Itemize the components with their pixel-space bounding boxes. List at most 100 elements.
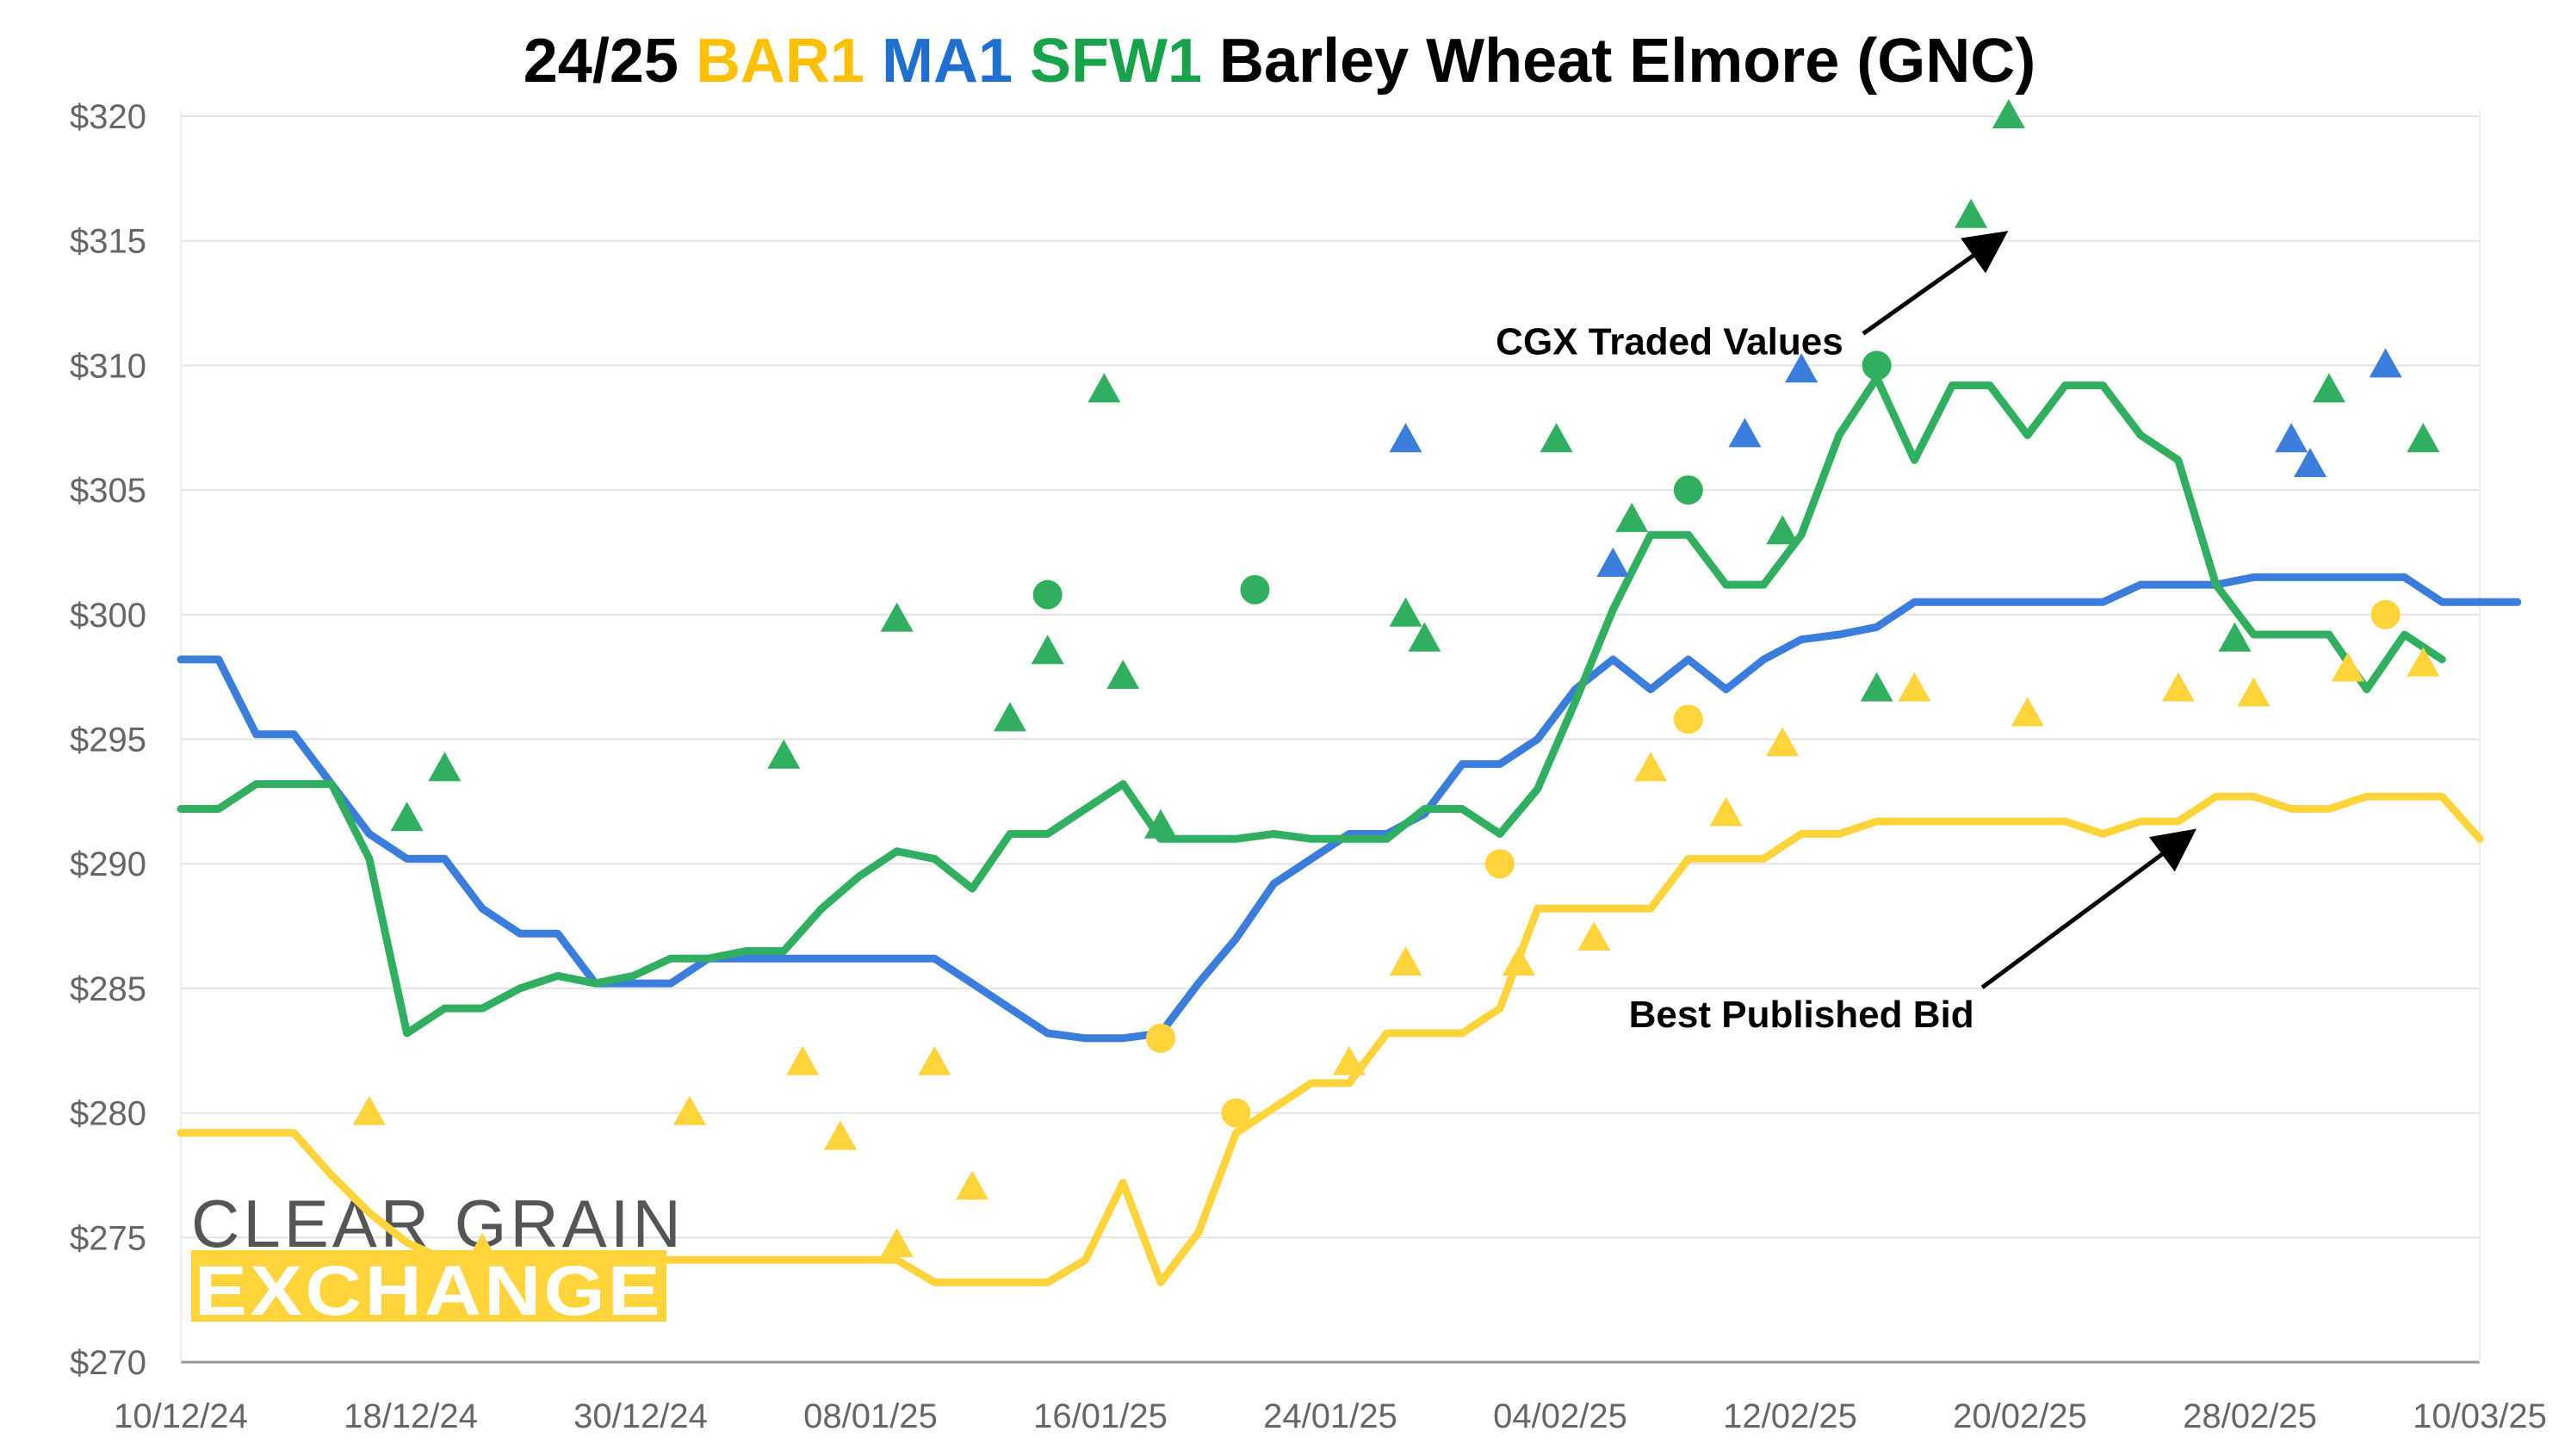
x-tick-label: 30/12/24: [573, 1397, 708, 1435]
bar1-traded-triangle: [2237, 677, 2271, 707]
y-tick-label: $300: [70, 597, 146, 635]
gridlines: [180, 109, 2481, 1364]
sfw1-traded-triangle: [1860, 672, 1893, 702]
sfw1-traded-triangle: [1144, 809, 1178, 839]
bar1-traded-circle: [1673, 704, 1703, 734]
ma1-traded-triangle: [1596, 547, 1630, 577]
bar1-traded-triangle: [1898, 672, 1931, 702]
y-tick-label: $320: [70, 98, 146, 136]
y-tick-label: $310: [70, 347, 146, 385]
sfw1-traded-triangle: [1955, 198, 1988, 228]
sfw1-traded-triangle: [1408, 622, 1441, 652]
title-part-bar1: BAR1: [696, 27, 882, 96]
x-axis-tick-labels: 10/12/24 18/12/24 30/12/24 08/01/25 16/01/25…: [114, 1397, 2547, 1435]
ma1-traded-triangle: [1785, 353, 1819, 383]
x-tick-label: 16/01/25: [1033, 1397, 1168, 1435]
x-tick-label: 28/02/25: [2183, 1397, 2317, 1435]
bar1-traded-triangle: [1389, 945, 1422, 976]
ma1-traded-triangle: [2275, 423, 2308, 453]
sfw1-traded-triangle: [767, 739, 801, 769]
bar1-traded-triangle: [352, 1095, 386, 1125]
annotations: CGX Traded Values Best Published Bid: [1496, 231, 2197, 1036]
sfw1-traded-triangle: [1087, 373, 1121, 403]
bar1-traded-triangle: [672, 1095, 706, 1125]
bar1-traded-triangle: [1766, 727, 1800, 757]
bar1-traded-triangle: [1332, 1045, 1366, 1075]
title-part-prefix: 24/25: [524, 27, 696, 96]
title-part-sfw1: SFW1: [1030, 27, 1219, 96]
y-tick-label: $305: [70, 472, 146, 510]
sfw1-traded-triangle: [993, 702, 1026, 732]
ma1-traded-triangle: [2294, 448, 2327, 478]
sfw1-traded-circle: [1862, 350, 1892, 381]
series-markers: [352, 99, 2440, 1262]
bar1-traded-triangle: [2161, 672, 2195, 702]
sfw1-traded-triangle: [1106, 660, 1140, 690]
sfw1-traded-triangle: [880, 602, 914, 632]
x-tick-label: 12/02/25: [1723, 1397, 1857, 1435]
logo-line-1: CLEAR GRAIN: [191, 1186, 685, 1261]
y-tick-label: $270: [70, 1344, 146, 1382]
bar1-traded-triangle: [823, 1120, 857, 1150]
bar1-traded-triangle: [1634, 752, 1668, 782]
sfw1-traded-triangle: [1766, 515, 1800, 545]
sfw1-traded-triangle: [390, 802, 424, 832]
bar1-traded-triangle: [2011, 697, 2044, 727]
sfw1-traded-triangle: [2407, 423, 2440, 453]
bar1-traded-triangle: [466, 1232, 499, 1262]
y-tick-label: $280: [70, 1095, 146, 1133]
y-axis-tick-labels: $270 $275 $280 $285 $290 $295 $300 $305 $310 $315…: [70, 98, 146, 1382]
y-tick-label: $275: [70, 1219, 146, 1257]
chart-title: 24/25 BAR1 MA1 SFW1 Barley Wheat Elmore …: [524, 27, 2035, 96]
ma1-line: [177, 573, 2522, 1043]
bar1-traded-triangle: [1577, 921, 1611, 951]
annotation-cgx-traded-values: CGX Traded Values: [1496, 320, 1843, 362]
sfw1-traded-circle: [1032, 579, 1063, 610]
sfw1-traded-circle: [1240, 574, 1270, 604]
sfw1-traded-triangle: [428, 752, 462, 782]
y-tick-label: $290: [70, 846, 146, 883]
x-tick-label: 10/03/25: [2413, 1397, 2547, 1435]
sfw1-traded-triangle: [2218, 622, 2252, 652]
y-tick-label: $315: [70, 223, 146, 261]
bar1-traded-triangle: [1709, 796, 1743, 827]
bar1-traded-circle: [1221, 1098, 1251, 1128]
annotation-arrow: [1980, 828, 2197, 989]
bar1-line: [177, 792, 2484, 1286]
sfw1-traded-triangle: [1615, 502, 1649, 532]
bar1-traded-triangle: [1502, 945, 1535, 976]
x-tick-label: 10/12/24: [114, 1397, 248, 1435]
ma1-traded-triangle: [1728, 418, 1762, 448]
sfw1-traded-triangle: [1031, 635, 1064, 665]
x-tick-label: 04/02/25: [1493, 1397, 1627, 1435]
annotation-arrow: [1862, 231, 2009, 336]
annotation-best-published-bid: Best Published Bid: [1629, 994, 1974, 1036]
logo-line-2: EXCHANGE: [195, 1252, 663, 1330]
sfw1-traded-triangle: [1389, 597, 1422, 627]
sfw1-traded-triangle: [1992, 99, 2025, 128]
sfw1-traded-triangle: [2312, 373, 2345, 403]
bar1-traded-triangle: [2407, 647, 2440, 677]
sfw1-traded-triangle: [1540, 423, 1573, 453]
bar1-traded-triangle: [786, 1045, 820, 1075]
bar1-traded-triangle: [880, 1227, 914, 1257]
y-tick-label: $285: [70, 970, 146, 1008]
x-tick-label: 20/02/25: [1953, 1397, 2087, 1435]
y-tick-label: $295: [70, 722, 146, 759]
x-tick-label: 08/01/25: [803, 1397, 938, 1435]
bar1-traded-circle: [2370, 599, 2401, 629]
series-lines: [177, 374, 2522, 1286]
bar1-traded-circle: [1146, 1023, 1176, 1053]
sfw1-traded-circle: [1673, 475, 1703, 505]
sfw1-line: [177, 374, 2446, 1038]
bar1-traded-circle: [1484, 849, 1515, 879]
title-part-ma1: MA1: [882, 27, 1030, 96]
ma1-traded-triangle: [2369, 348, 2402, 378]
bar1-traded-triangle: [918, 1045, 951, 1075]
bar1-traded-triangle: [956, 1170, 989, 1200]
x-tick-label: 18/12/24: [344, 1397, 478, 1435]
ma1-traded-triangle: [1389, 423, 1422, 453]
bar1-traded-triangle: [2331, 652, 2364, 682]
x-tick-label: 24/01/25: [1263, 1397, 1397, 1435]
